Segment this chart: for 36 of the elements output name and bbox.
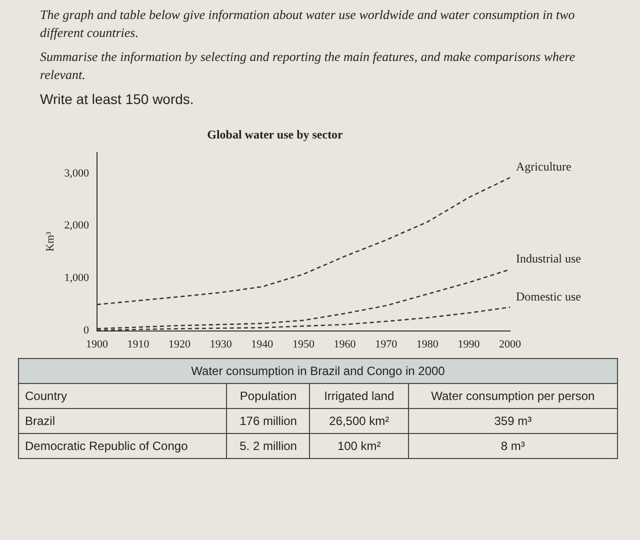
text: Population	[226, 384, 310, 408]
y-tick-label: 2,000	[64, 220, 90, 232]
text: 5. 2 million	[226, 434, 310, 458]
text: 100 km²	[310, 434, 408, 458]
text: 8 m³	[408, 434, 618, 458]
text: 26,500 km²	[310, 408, 408, 434]
text: Brazil	[18, 408, 227, 434]
x-tick-label: 1930	[210, 338, 232, 350]
text: 176 million	[226, 408, 310, 434]
x-tick-label: 1980	[416, 338, 439, 350]
text: 359 m³	[408, 408, 618, 434]
x-tick-label: 2000	[499, 338, 522, 350]
x-tick-label: 1940	[251, 338, 274, 350]
x-tick-label: 1960	[334, 338, 356, 350]
series-label: Industrial use	[516, 252, 581, 266]
y-tick-label: 0	[83, 324, 90, 337]
text: Water consumption per person	[408, 384, 618, 408]
text: Democratic Republic of Congo	[18, 434, 227, 458]
y-axis-title: Km³	[44, 231, 56, 252]
text: Water consumption in Brazil and Congo in 2000	[18, 358, 618, 384]
chart-title: Global water use by sector	[207, 127, 344, 142]
x-tick-label: 1900	[86, 338, 108, 350]
text: The graph and table below give information about water use worldwide and water consumption in two different countries.	[40, 6, 576, 42]
x-tick-label: 1950	[292, 338, 315, 350]
text: Summarise the information by selecting and reporting the main features, and make comparisons where relevant.	[40, 48, 576, 84]
x-tick-label: 1970	[375, 338, 398, 350]
series-label: Agriculture	[516, 160, 572, 174]
x-tick-label: 1910	[127, 338, 150, 350]
x-tick-label: 1920	[168, 338, 192, 350]
x-tick-label: 1990	[458, 338, 480, 350]
y-tick-label: 1,000	[64, 272, 90, 284]
text: Irrigated land	[310, 384, 408, 408]
text: Write at least 150 words.	[40, 90, 195, 108]
text: Country	[18, 384, 227, 408]
y-tick-label: 3,000	[64, 167, 90, 180]
series-label: Domestic use	[516, 289, 581, 304]
